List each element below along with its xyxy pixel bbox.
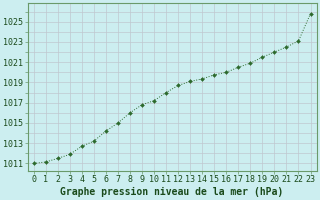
X-axis label: Graphe pression niveau de la mer (hPa): Graphe pression niveau de la mer (hPa) [60, 186, 284, 197]
